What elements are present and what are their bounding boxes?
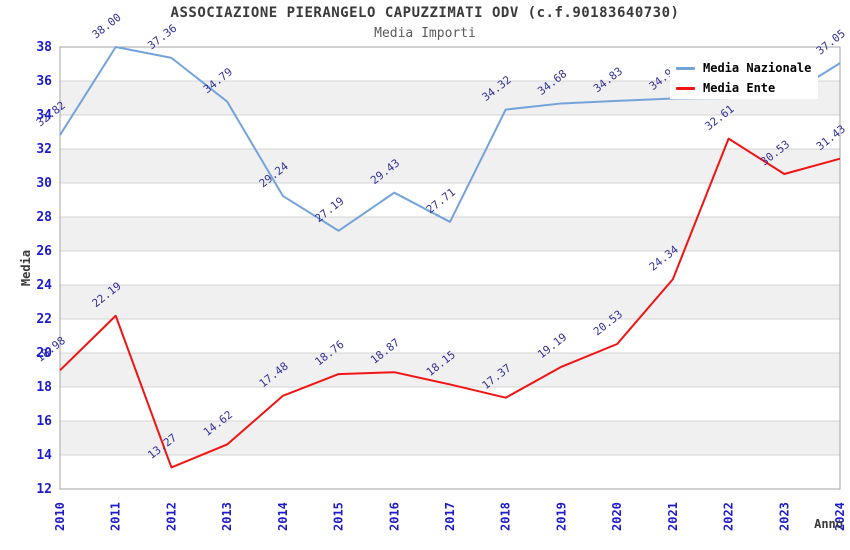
plot-band	[60, 149, 840, 183]
legend-label-media-nazionale: Media Nazionale	[703, 61, 812, 75]
x-tick-label: 2013	[220, 502, 234, 531]
y-tick-label: 30	[36, 176, 52, 191]
plot-band	[60, 353, 840, 387]
x-tick-label: 2022	[722, 502, 736, 531]
line-swatch-blue-icon	[676, 66, 695, 70]
media-ente-line	[59, 137, 841, 469]
x-tick-label: 2021	[666, 502, 680, 531]
x-tick-label: 2023	[777, 502, 791, 531]
y-tick-label: 34	[36, 108, 52, 123]
y-tick-label: 20	[36, 346, 52, 361]
chart-title: ASSOCIAZIONE PIERANGELO CAPUZZIMATI ODV …	[170, 5, 680, 21]
plot-band	[60, 421, 840, 455]
y-tick-label: 32	[36, 142, 52, 157]
chart-subtitle: Media Importi	[374, 26, 476, 41]
legend-label-media-ente: Media Ente	[703, 81, 776, 95]
x-axis-title: Anno	[814, 517, 843, 531]
y-tick-label: 18	[36, 380, 52, 395]
media-nazionale-point-label: 27.71	[424, 186, 458, 217]
y-axis-title: Media	[19, 250, 33, 286]
x-tick-label: 2015	[332, 502, 346, 531]
media-ente-point-label: 31.43	[814, 122, 848, 153]
y-tick-label: 26	[36, 244, 52, 259]
line-swatch-red-icon	[676, 86, 695, 90]
x-tick-label: 2018	[499, 502, 513, 531]
y-tick-label: 28	[36, 210, 52, 225]
plot-band	[60, 285, 840, 319]
y-tick-label: 14	[36, 448, 52, 463]
x-tick-label: 2010	[53, 502, 67, 531]
x-tick-label: 2012	[164, 502, 178, 531]
y-tick-label: 36	[36, 74, 52, 89]
y-tick-label: 22	[36, 312, 52, 327]
media-nazionale-point-label: 37.05	[814, 27, 848, 58]
media-nazionale-point-label: 38.00	[90, 11, 124, 42]
x-tick-label: 2011	[109, 502, 123, 531]
x-tick-label: 2019	[554, 502, 568, 531]
plot-border	[59, 46, 841, 490]
y-tick-label: 12	[36, 482, 52, 497]
y-tick-label: 16	[36, 414, 52, 429]
x-tick-label: 2017	[443, 502, 457, 531]
legend-box: Media Nazionale Media Ente	[670, 57, 818, 99]
x-tick-label: 2014	[276, 502, 290, 531]
legend-item-media-ente: Media Ente	[676, 79, 818, 97]
x-tick-label: 2020	[610, 502, 624, 531]
x-tick-label: 2016	[387, 502, 401, 531]
x-tick-label: 2024	[833, 502, 847, 531]
y-tick-label: 38	[36, 40, 52, 55]
y-tick-label: 24	[36, 278, 52, 293]
legend-item-media-nazionale: Media Nazionale	[676, 59, 818, 77]
media-nazionale-point-label: 37.36	[145, 22, 179, 53]
